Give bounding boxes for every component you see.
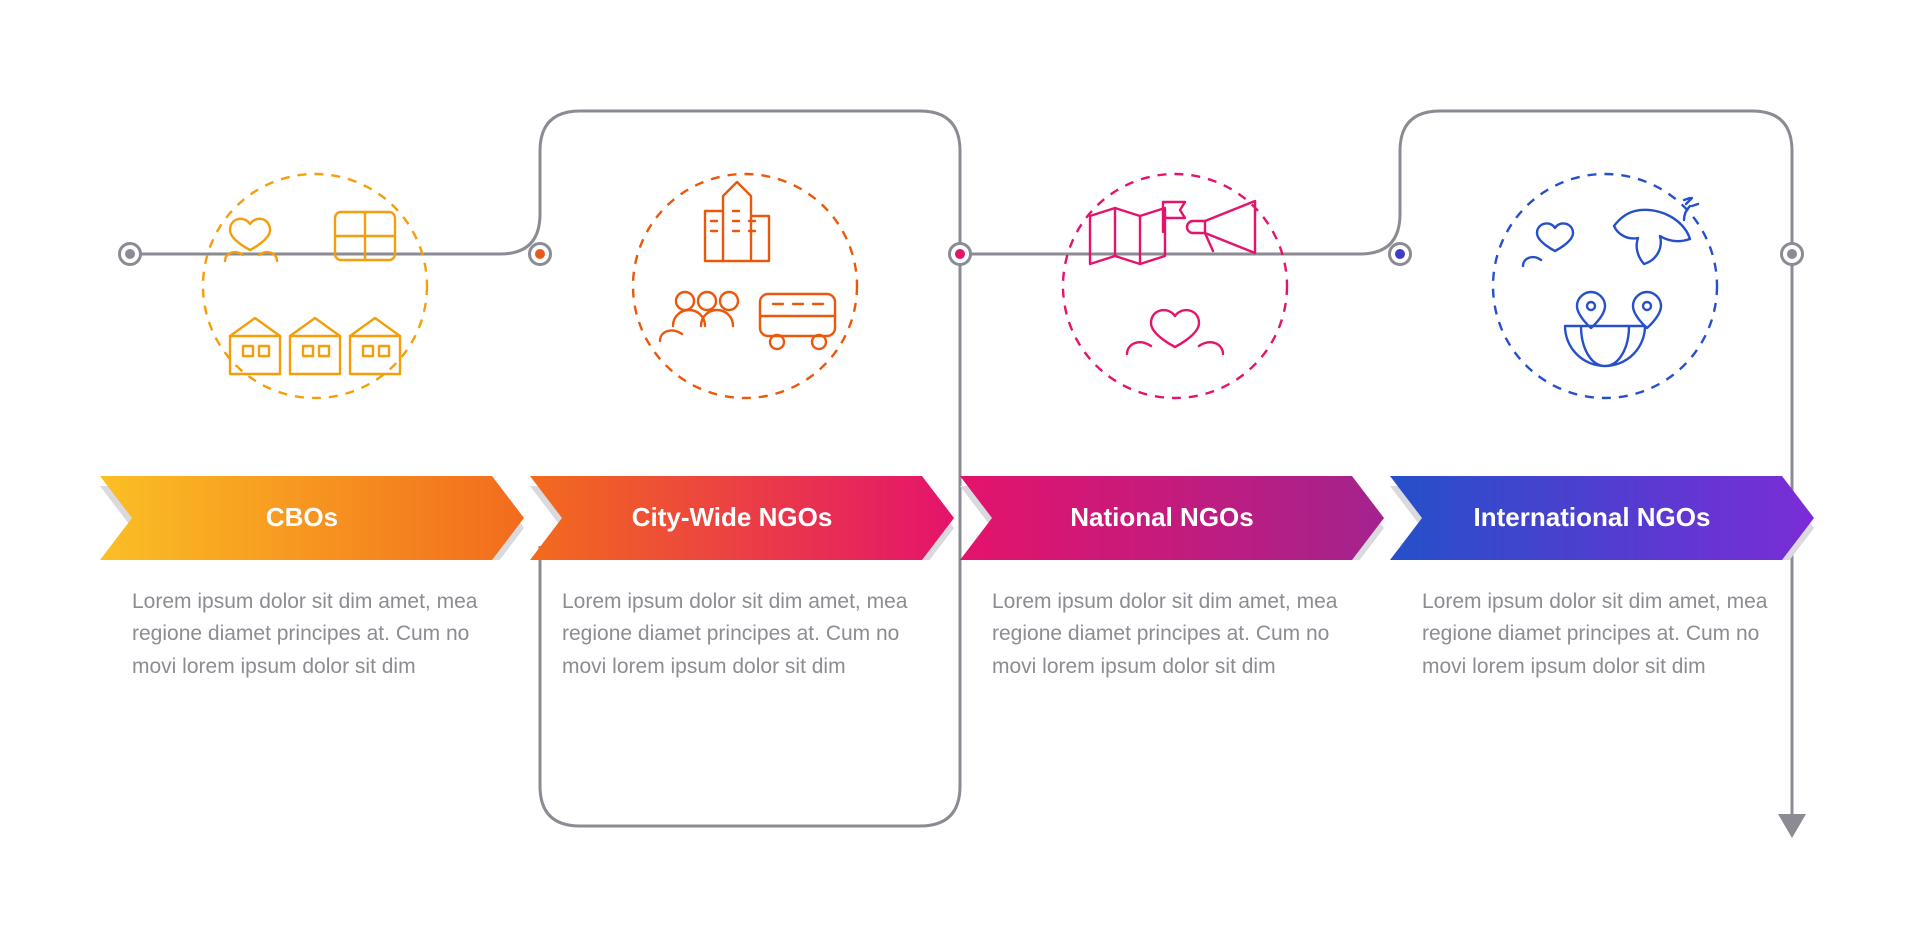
col-city: City-Wide NGOs Lorem ipsum dolor sit dim… bbox=[530, 76, 960, 856]
banner-city: City-Wide NGOs bbox=[530, 476, 960, 560]
community-icon bbox=[195, 166, 435, 406]
banner-national-label: National NGOs bbox=[960, 476, 1390, 560]
desc-national: Lorem ipsum dolor sit dim amet, mea regi… bbox=[992, 586, 1358, 684]
banner-cbos-label: CBOs bbox=[100, 476, 530, 560]
banner-international-label: International NGOs bbox=[1390, 476, 1820, 560]
banner-cbos: CBOs bbox=[100, 476, 530, 560]
banner-national: National NGOs bbox=[960, 476, 1390, 560]
national-icon bbox=[1055, 166, 1295, 406]
international-icon bbox=[1485, 166, 1725, 406]
desc-city: Lorem ipsum dolor sit dim amet, mea regi… bbox=[562, 586, 928, 684]
col-national: National NGOs Lorem ipsum dolor sit dim … bbox=[960, 76, 1390, 856]
banner-international: International NGOs bbox=[1390, 476, 1820, 560]
city-icon bbox=[625, 166, 865, 406]
infographic-stage: CBOs Lorem ipsum dolor sit dim amet, mea… bbox=[100, 76, 1820, 856]
columns: CBOs Lorem ipsum dolor sit dim amet, mea… bbox=[100, 76, 1820, 856]
col-cbos: CBOs Lorem ipsum dolor sit dim amet, mea… bbox=[100, 76, 530, 856]
desc-international: Lorem ipsum dolor sit dim amet, mea regi… bbox=[1422, 586, 1788, 684]
col-international: International NGOs Lorem ipsum dolor sit… bbox=[1390, 76, 1820, 856]
banner-city-label: City-Wide NGOs bbox=[530, 476, 960, 560]
desc-cbos: Lorem ipsum dolor sit dim amet, mea regi… bbox=[132, 586, 498, 684]
